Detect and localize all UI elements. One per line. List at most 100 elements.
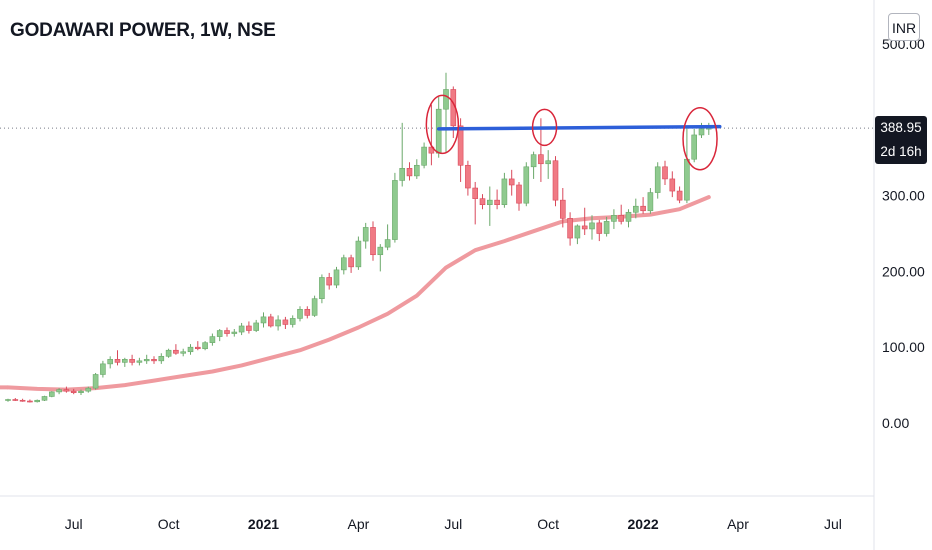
candle[interactable] (479, 194, 486, 210)
candle[interactable] (603, 216, 610, 237)
candle[interactable] (41, 395, 48, 402)
candle[interactable] (63, 386, 70, 393)
candle[interactable] (122, 357, 128, 367)
candle[interactable] (545, 150, 552, 179)
candle[interactable] (465, 160, 471, 196)
candle[interactable] (282, 316, 289, 330)
candle[interactable] (618, 204, 625, 225)
candle[interactable] (158, 353, 165, 364)
candle[interactable] (559, 188, 566, 228)
candle[interactable] (530, 151, 537, 179)
candle[interactable] (151, 356, 157, 364)
candle[interactable] (705, 122, 712, 135)
candle[interactable] (267, 313, 274, 328)
candle[interactable] (100, 360, 106, 378)
candle[interactable] (216, 329, 223, 342)
highlight-circle[interactable] (682, 107, 718, 171)
candle[interactable] (173, 344, 179, 355)
candle[interactable] (552, 156, 559, 207)
candle[interactable] (48, 391, 55, 398)
candle[interactable] (34, 399, 41, 403)
candle[interactable] (611, 209, 617, 229)
candle[interactable] (70, 388, 77, 395)
candle[interactable] (508, 169, 515, 196)
candle[interactable] (326, 272, 333, 290)
candle[interactable] (319, 274, 325, 304)
candle[interactable] (384, 224, 391, 251)
candle[interactable] (260, 312, 267, 328)
candle[interactable] (377, 244, 384, 272)
candle[interactable] (253, 319, 259, 333)
highlight-circle[interactable] (531, 108, 558, 147)
candle[interactable] (691, 128, 698, 163)
candle[interactable] (654, 162, 661, 199)
candle[interactable] (5, 398, 11, 402)
candle[interactable] (428, 104, 435, 166)
resistance-trendline[interactable] (436, 124, 722, 131)
candle[interactable] (231, 329, 238, 337)
moving-average-line[interactable] (6, 195, 711, 392)
candle[interactable] (669, 171, 676, 198)
candle[interactable] (596, 219, 603, 242)
candle[interactable] (370, 221, 376, 261)
candle[interactable] (224, 327, 230, 337)
candle[interactable] (56, 388, 62, 395)
candle[interactable] (92, 372, 99, 390)
candle[interactable] (516, 181, 522, 211)
candle[interactable] (297, 306, 303, 322)
candle[interactable] (114, 350, 121, 366)
candle[interactable] (85, 386, 92, 393)
candle[interactable] (311, 295, 318, 317)
candle[interactable] (684, 125, 690, 204)
candle[interactable] (472, 181, 479, 225)
candle[interactable] (494, 189, 500, 210)
candle[interactable] (275, 315, 281, 331)
candle[interactable] (567, 212, 573, 246)
candle[interactable] (413, 159, 420, 179)
currency-button[interactable]: INR (888, 13, 920, 41)
candle[interactable] (399, 122, 406, 187)
candle[interactable] (625, 209, 632, 228)
candle[interactable] (136, 357, 143, 366)
candle[interactable] (143, 354, 150, 364)
candle[interactable] (501, 172, 508, 208)
candle[interactable] (129, 354, 135, 366)
candle[interactable] (107, 356, 113, 369)
candle[interactable] (209, 333, 216, 346)
candle[interactable] (187, 344, 194, 355)
candle[interactable] (78, 389, 84, 395)
candle[interactable] (574, 224, 581, 245)
candle[interactable] (640, 197, 646, 214)
candle[interactable] (333, 266, 340, 289)
candle[interactable] (676, 186, 683, 204)
candle[interactable] (165, 348, 172, 358)
candle[interactable] (406, 162, 413, 181)
candle[interactable] (486, 186, 493, 226)
candle[interactable] (238, 322, 245, 336)
candle[interactable] (289, 315, 296, 328)
candle[interactable] (27, 399, 33, 403)
candle[interactable] (662, 160, 668, 185)
candle[interactable] (304, 306, 311, 319)
candle[interactable] (180, 348, 186, 357)
candle[interactable] (202, 341, 208, 351)
candle[interactable] (348, 254, 354, 273)
candle[interactable] (632, 198, 639, 219)
candle[interactable] (392, 172, 398, 243)
candle[interactable] (12, 397, 19, 402)
candle[interactable] (340, 254, 347, 275)
candle[interactable] (581, 207, 588, 236)
candle[interactable] (523, 162, 530, 207)
candle[interactable] (19, 398, 26, 402)
candle[interactable] (362, 222, 369, 249)
candle[interactable] (647, 188, 654, 214)
candle[interactable] (355, 236, 362, 270)
candle[interactable] (195, 341, 201, 351)
candle[interactable] (589, 215, 595, 240)
candle[interactable] (421, 142, 427, 169)
highlight-circle[interactable] (425, 94, 460, 155)
candle[interactable] (246, 321, 252, 334)
candle[interactable] (443, 72, 449, 154)
